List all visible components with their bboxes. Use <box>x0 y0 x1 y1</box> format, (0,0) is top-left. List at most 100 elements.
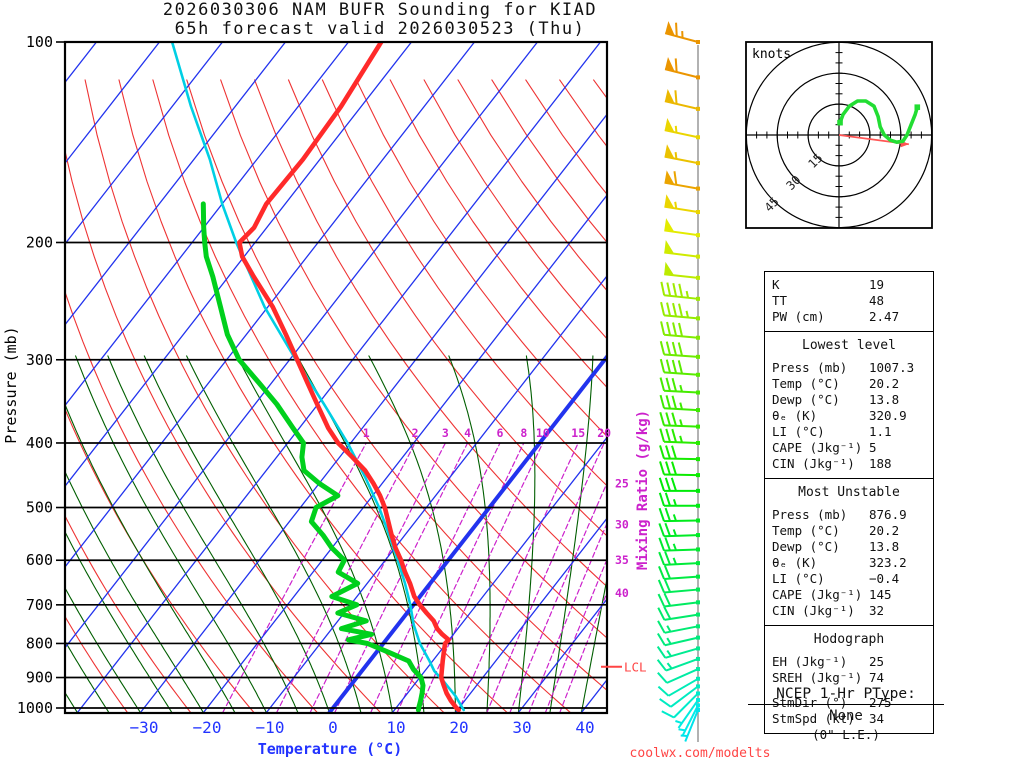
indices-row-value: 19 <box>869 277 885 292</box>
indices-row: Press (mb) 1007.3 <box>772 360 926 376</box>
indices-row: Temp (°C) 20.2 <box>772 523 926 539</box>
indices-row-label: CAPE (Jkg⁻¹) <box>772 587 863 602</box>
wind-barb <box>659 377 700 395</box>
temperature-tick-label: 20 <box>449 718 468 737</box>
mixing-ratio-label: 40 <box>615 586 629 600</box>
indices-row-value: 320.9 <box>869 408 907 423</box>
indices-row: Dewp (°C) 13.8 <box>772 539 926 555</box>
title-block: 2026030306 NAM BUFR Sounding for KIAD 65… <box>0 1 760 39</box>
indices-row: Dewp (°C) 13.8 <box>772 392 926 408</box>
mixing-ratio-label: 1 <box>363 426 370 440</box>
indices-row-label: CIN (Jkg⁻¹) <box>772 603 855 618</box>
temperature-tick-label: −30 <box>130 718 159 737</box>
mixing-ratio-label: 4 <box>464 426 471 440</box>
indices-row-value: 876.9 <box>869 507 907 522</box>
ptype-detail: (0" L.E.) <box>812 727 880 742</box>
indices-row-value: 74 <box>869 670 885 685</box>
indices-row-value: 188 <box>869 456 892 471</box>
wind-barb <box>664 170 700 191</box>
indices-section-lowest-level: Lowest level Press (mb) 1007.3 Temp (°C) 20.… <box>765 331 933 478</box>
page-title-line1: 2026030306 NAM BUFR Sounding for KIAD <box>162 0 598 20</box>
indices-row-label: StmDir (°) <box>772 695 848 710</box>
watermark-text: coolwx.com/modelts <box>630 746 771 761</box>
mixing-ratio-labels: 1 2 3 4 6 8 10 15 20 25 30 35 40 <box>363 426 629 600</box>
indices-row-value: 1007.3 <box>869 360 915 375</box>
indices-row-value: 2.47 <box>869 309 900 324</box>
wind-barb <box>658 537 700 552</box>
wind-barb <box>657 592 700 608</box>
wind-barb <box>658 565 700 581</box>
indices-row-value: 20.2 <box>869 523 900 538</box>
indices-row-value: 13.8 <box>869 392 900 407</box>
indices-row-label: LI (°C) <box>772 424 825 439</box>
pressure-tick-label: 400 <box>26 434 53 452</box>
wind-barb <box>661 691 700 719</box>
temperature-trace <box>237 42 462 713</box>
wind-barb-column <box>656 21 700 742</box>
indices-row: PW (cm) 2.47 <box>772 309 926 325</box>
indices-row: CAPE (Jkg⁻¹) 145 <box>772 587 926 603</box>
indices-row-label: TT <box>772 293 788 308</box>
pressure-tick-label: 500 <box>26 499 53 517</box>
wind-barb <box>658 477 700 493</box>
temperature-tick-label: −20 <box>193 718 222 737</box>
wind-barb <box>659 684 700 708</box>
dry-adiabat-lines <box>65 79 607 713</box>
wind-barb <box>660 321 700 340</box>
wind-barb <box>658 507 700 523</box>
pressure-tick-label: 1000 <box>17 699 53 717</box>
pressure-tick-label: 300 <box>26 351 53 369</box>
indices-row-value: 1.1 <box>869 424 892 439</box>
wind-barb <box>657 620 700 634</box>
ptype-value: None <box>829 708 863 724</box>
wind-barb <box>659 340 700 359</box>
indices-row-value: 32 <box>869 603 885 618</box>
mixing-ratio-label: 20 <box>597 426 611 440</box>
wind-barb <box>659 358 700 377</box>
hodograph-units-label: knots <box>752 47 791 62</box>
mixing-ratio-label: 10 <box>536 426 550 440</box>
mixing-ratio-label: 2 <box>412 426 419 440</box>
mixing-ratio-label: 15 <box>571 426 585 440</box>
wind-barb <box>657 606 700 621</box>
pressure-gridlines <box>65 41 607 709</box>
indices-row-label: Temp (°C) <box>772 376 840 391</box>
indices-row-label: Press (mb) <box>772 507 848 522</box>
wind-barb <box>657 676 700 697</box>
wind-barb <box>657 667 700 684</box>
indices-row-value: 25 <box>869 654 885 669</box>
indices-section-hodograph: Hodograph EH (Jkg⁻¹) 25 SREH (Jkg⁻¹) 74 StmDi… <box>765 625 933 733</box>
dewpoint-trace <box>200 201 426 713</box>
indices-row-label: Dewp (°C) <box>772 539 840 554</box>
indices-section-main: K 19 TT 48 PW (cm) 2.47 <box>765 272 933 331</box>
wind-barb <box>664 194 700 215</box>
axis-labels: 1002003004005006007008009001000Pressure … <box>2 33 770 761</box>
indices-section-most-unstable: Most Unstable Press (mb) 876.9 Temp (°C) 20.… <box>765 478 933 625</box>
page-title-line2: 65h forecast valid 2026030523 (Thu) <box>174 19 586 39</box>
wind-barb <box>656 645 700 659</box>
indices-row-value: 48 <box>869 293 885 308</box>
pressure-axis-title: Pressure (mb) <box>2 326 20 443</box>
pressure-tick-label: 700 <box>26 596 53 614</box>
wind-barb <box>664 21 700 44</box>
indices-row-label: Dewp (°C) <box>772 392 840 407</box>
wind-barb <box>664 261 700 280</box>
wind-barb <box>659 394 700 413</box>
indices-row-value: 20.2 <box>869 376 900 391</box>
indices-row: SREH (Jkg⁻¹) 74 <box>772 670 926 686</box>
wind-barb <box>659 428 700 445</box>
indices-row: CIN (Jkg⁻¹) 32 <box>772 603 926 619</box>
indices-row-label: StmSpd (kt) <box>772 711 855 726</box>
pressure-tick-label: 900 <box>26 669 53 687</box>
indices-row-label: K <box>772 277 780 292</box>
indices-row-value: 323.2 <box>869 555 907 570</box>
wind-barb <box>680 708 700 742</box>
mixing-ratio-label: 8 <box>520 426 527 440</box>
wind-barb <box>657 579 700 594</box>
mixing-ratio-axis-title: Mixing Ratio (g/kg) <box>635 410 651 570</box>
indices-row-label: Press (mb) <box>772 360 848 375</box>
indices-row: StmSpd (kt) 34 <box>772 711 926 727</box>
indices-row: θₑ (K) 323.2 <box>772 555 926 571</box>
